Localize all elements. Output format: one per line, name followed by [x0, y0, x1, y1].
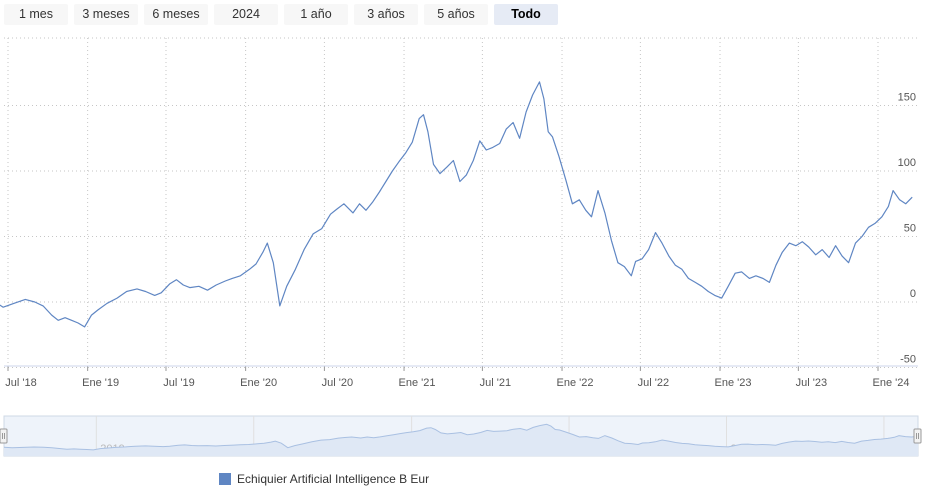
x-tick-label: Ene '22: [557, 377, 594, 389]
x-tick-label: Jul '19: [163, 377, 194, 389]
y-tick-label: 150: [898, 92, 916, 104]
navigator-series-line: [3, 423, 919, 451]
range-button-3-months[interactable]: 3 meses: [74, 4, 138, 25]
x-tick-label: Ene '23: [715, 377, 752, 389]
series-line[interactable]: [0, 81, 913, 328]
y-tick-label: 0: [910, 288, 916, 300]
legend-swatch-icon: [219, 473, 231, 485]
x-axis-labels: Jul '18 Ene '19 Jul '19 Ene '20 Jul '20 Ene '…: [5, 377, 909, 389]
range-button-2024[interactable]: 2024: [214, 4, 278, 25]
x-tick-label: Jul '23: [796, 377, 827, 389]
range-button-5-years[interactable]: 5 años: [424, 4, 488, 25]
x-tick-label: Ene '19: [82, 377, 119, 389]
y-axis-labels: -50 0 50 100 150: [898, 92, 916, 366]
range-button-6-months[interactable]: 6 meses: [144, 4, 208, 25]
x-tick-label: Ene '24: [873, 377, 910, 389]
grid-layer: [4, 37, 918, 371]
x-tick-label: Jul '21: [480, 377, 511, 389]
x-tick-label: Jul '22: [638, 377, 669, 389]
navigator-right-handle[interactable]: [913, 428, 922, 444]
range-button-1-month[interactable]: 1 mes: [4, 4, 68, 25]
y-tick-label: 100: [898, 157, 916, 169]
range-button-3-years[interactable]: 3 años: [354, 4, 418, 25]
range-selector: 1 mes 3 meses 6 meses 2024 1 año 3 años …: [4, 4, 558, 26]
range-button-all[interactable]: Todo: [494, 4, 558, 25]
y-tick-label: -50: [900, 354, 916, 366]
series-layer[interactable]: [0, 81, 913, 328]
legend-item[interactable]: Echiquier Artificial Intelligence B Eur: [219, 472, 429, 486]
x-tick-label: Ene '21: [399, 377, 436, 389]
x-tick-label: Ene '20: [240, 377, 277, 389]
y-tick-label: 50: [904, 223, 916, 235]
navigator[interactable]: 201920202021202220232024: [0, 415, 922, 457]
range-button-1-year[interactable]: 1 año: [284, 4, 348, 25]
navigator-area: [4, 424, 918, 456]
navigator-left-handle[interactable]: [0, 428, 8, 444]
x-tick-label: Jul '18: [5, 377, 36, 389]
x-tick-label: Jul '20: [322, 377, 353, 389]
legend-label: Echiquier Artificial Intelligence B Eur: [237, 472, 430, 486]
